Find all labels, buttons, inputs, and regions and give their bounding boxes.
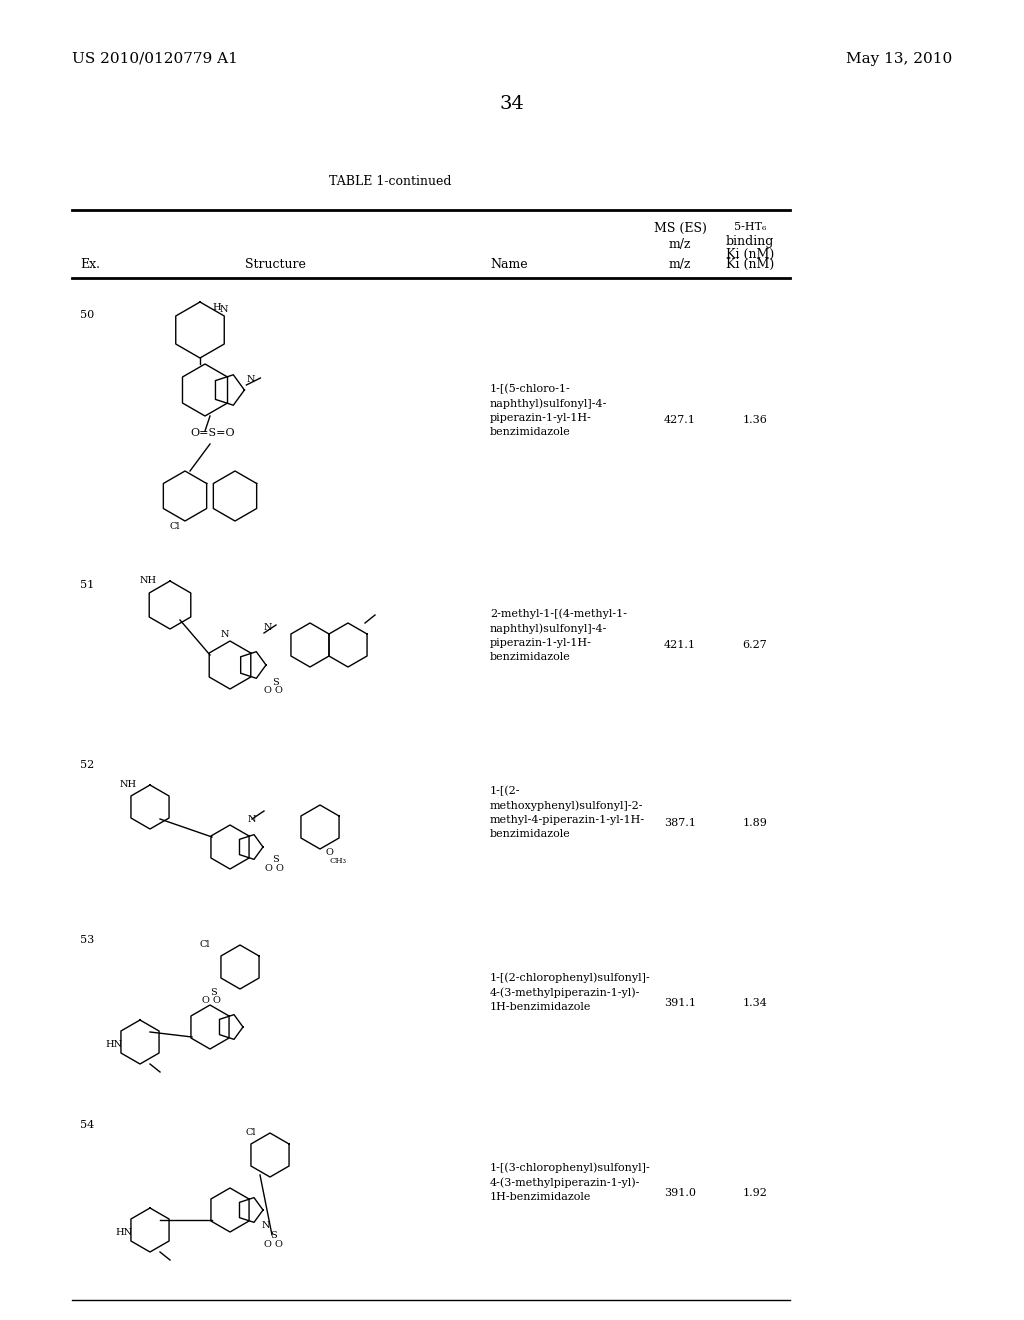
Text: Ki (nM): Ki (nM): [726, 257, 774, 271]
Text: US 2010/0120779 A1: US 2010/0120779 A1: [72, 51, 238, 66]
Text: 54: 54: [80, 1119, 94, 1130]
Text: 1-[(2-
methoxyphenyl)sulfonyl]-2-
methyl-4-piperazin-1-yl-1H-
benzimidazole: 1-[(2- methoxyphenyl)sulfonyl]-2- methyl…: [490, 785, 645, 840]
Text: binding: binding: [726, 235, 774, 248]
Text: 1.34: 1.34: [742, 998, 767, 1007]
Text: Ki (nM): Ki (nM): [726, 248, 774, 261]
Text: S: S: [210, 987, 217, 997]
Text: HN: HN: [115, 1228, 132, 1237]
Text: Cl: Cl: [245, 1129, 256, 1137]
Text: m/z: m/z: [669, 257, 691, 271]
Text: 1.36: 1.36: [742, 414, 767, 425]
Text: N: N: [264, 623, 272, 632]
Text: 1.89: 1.89: [742, 817, 767, 828]
Text: 1-[(3-chlorophenyl)sulfonyl]-
4-(3-methylpiperazin-1-yl)-
1H-benzimidazole: 1-[(3-chlorophenyl)sulfonyl]- 4-(3-methy…: [490, 1163, 650, 1203]
Text: O O: O O: [265, 865, 284, 873]
Text: 391.1: 391.1: [664, 998, 696, 1007]
Text: HN: HN: [105, 1040, 122, 1049]
Text: 50: 50: [80, 310, 94, 319]
Text: 2-methyl-1-[(4-methyl-1-
naphthyl)sulfonyl]-4-
piperazin-1-yl-1H-
benzimidazole: 2-methyl-1-[(4-methyl-1- naphthyl)sulfon…: [490, 609, 627, 661]
Text: 1.92: 1.92: [742, 1188, 767, 1197]
Text: 1-[(2-chlorophenyl)sulfonyl]-
4-(3-methylpiperazin-1-yl)-
1H-benzimidazole: 1-[(2-chlorophenyl)sulfonyl]- 4-(3-methy…: [490, 973, 650, 1012]
Text: Cl: Cl: [200, 940, 211, 949]
Text: TABLE 1-continued: TABLE 1-continued: [329, 176, 452, 187]
Text: N: N: [246, 375, 255, 384]
Text: May 13, 2010: May 13, 2010: [846, 51, 952, 66]
Text: 52: 52: [80, 760, 94, 770]
Text: S: S: [272, 855, 279, 865]
Text: 427.1: 427.1: [664, 414, 696, 425]
Text: NH: NH: [140, 576, 157, 585]
Text: O: O: [325, 847, 333, 857]
Text: N: N: [262, 1221, 270, 1230]
Text: CH₃: CH₃: [330, 857, 347, 865]
Text: NH: NH: [120, 780, 137, 789]
Text: 51: 51: [80, 579, 94, 590]
Text: 387.1: 387.1: [664, 817, 696, 828]
Text: Name: Name: [490, 257, 527, 271]
Text: H: H: [213, 302, 221, 312]
Text: N: N: [219, 305, 228, 314]
Text: 391.0: 391.0: [664, 1188, 696, 1197]
Text: 1-[(5-chloro-1-
naphthyl)sulfonyl]-4-
piperazin-1-yl-1H-
benzimidazole: 1-[(5-chloro-1- naphthyl)sulfonyl]-4- pi…: [490, 383, 607, 437]
Text: 34: 34: [500, 95, 524, 114]
Text: O O: O O: [264, 1239, 283, 1249]
Text: O=S=O: O=S=O: [190, 428, 234, 438]
Text: 53: 53: [80, 935, 94, 945]
Text: 421.1: 421.1: [664, 640, 696, 649]
Text: Cl: Cl: [170, 521, 180, 531]
Text: Structure: Structure: [245, 257, 305, 271]
Text: S: S: [270, 1232, 276, 1239]
Text: N: N: [221, 630, 229, 639]
Text: O O: O O: [202, 997, 221, 1005]
Text: S: S: [272, 678, 279, 686]
Text: 6.27: 6.27: [742, 640, 767, 649]
Text: 5-HT₆: 5-HT₆: [734, 222, 766, 232]
Text: Ex.: Ex.: [80, 257, 100, 271]
Text: MS (ES): MS (ES): [653, 222, 707, 235]
Text: m/z: m/z: [669, 238, 691, 251]
Text: O O: O O: [264, 686, 283, 696]
Text: N: N: [248, 814, 256, 824]
